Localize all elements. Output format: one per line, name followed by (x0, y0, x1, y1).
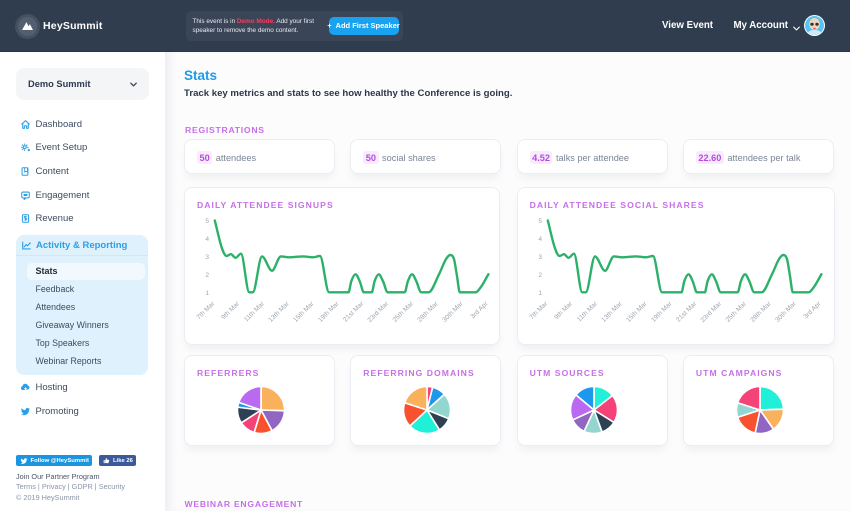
svg-text:2: 2 (538, 272, 542, 279)
svg-text:28th Mar: 28th Mar (749, 300, 773, 324)
svg-text:25th Mar: 25th Mar (724, 300, 748, 324)
svg-text:7th Mar: 7th Mar (195, 300, 216, 321)
svg-text:15th Mar: 15th Mar (292, 300, 316, 324)
svg-text:1: 1 (538, 290, 542, 297)
svg-text:3rd Apr: 3rd Apr (469, 300, 490, 321)
svg-text:11th Mar: 11th Mar (243, 300, 267, 324)
svg-text:19th Mar: 19th Mar (317, 300, 341, 324)
svg-text:3rd Apr: 3rd Apr (802, 300, 823, 321)
svg-text:9th Mar: 9th Mar (220, 300, 241, 321)
svg-text:25th Mar: 25th Mar (392, 300, 416, 324)
svg-text:5: 5 (538, 218, 542, 225)
svg-text:30th Mar: 30th Mar (774, 300, 798, 324)
svg-text:4: 4 (205, 236, 209, 243)
svg-text:3: 3 (538, 254, 542, 261)
svg-text:19th Mar: 19th Mar (650, 300, 674, 324)
svg-text:23rd Mar: 23rd Mar (367, 300, 391, 324)
svg-text:2: 2 (205, 272, 209, 279)
svg-text:13th Mar: 13th Mar (267, 300, 291, 324)
svg-text:4: 4 (538, 236, 542, 243)
svg-text:21st Mar: 21st Mar (342, 300, 366, 324)
svg-text:3: 3 (205, 254, 209, 261)
svg-text:23rd Mar: 23rd Mar (699, 300, 723, 324)
svg-text:9th Mar: 9th Mar (553, 300, 574, 321)
svg-text:21st Mar: 21st Mar (675, 300, 699, 324)
svg-text:30th Mar: 30th Mar (441, 300, 465, 324)
svg-text:1: 1 (205, 290, 209, 297)
svg-text:13th Mar: 13th Mar (600, 300, 624, 324)
svg-text:5: 5 (205, 218, 209, 225)
svg-text:11th Mar: 11th Mar (576, 300, 600, 324)
svg-text:28th Mar: 28th Mar (416, 300, 440, 324)
svg-text:15th Mar: 15th Mar (625, 300, 649, 324)
svg-text:7th Mar: 7th Mar (528, 300, 549, 321)
